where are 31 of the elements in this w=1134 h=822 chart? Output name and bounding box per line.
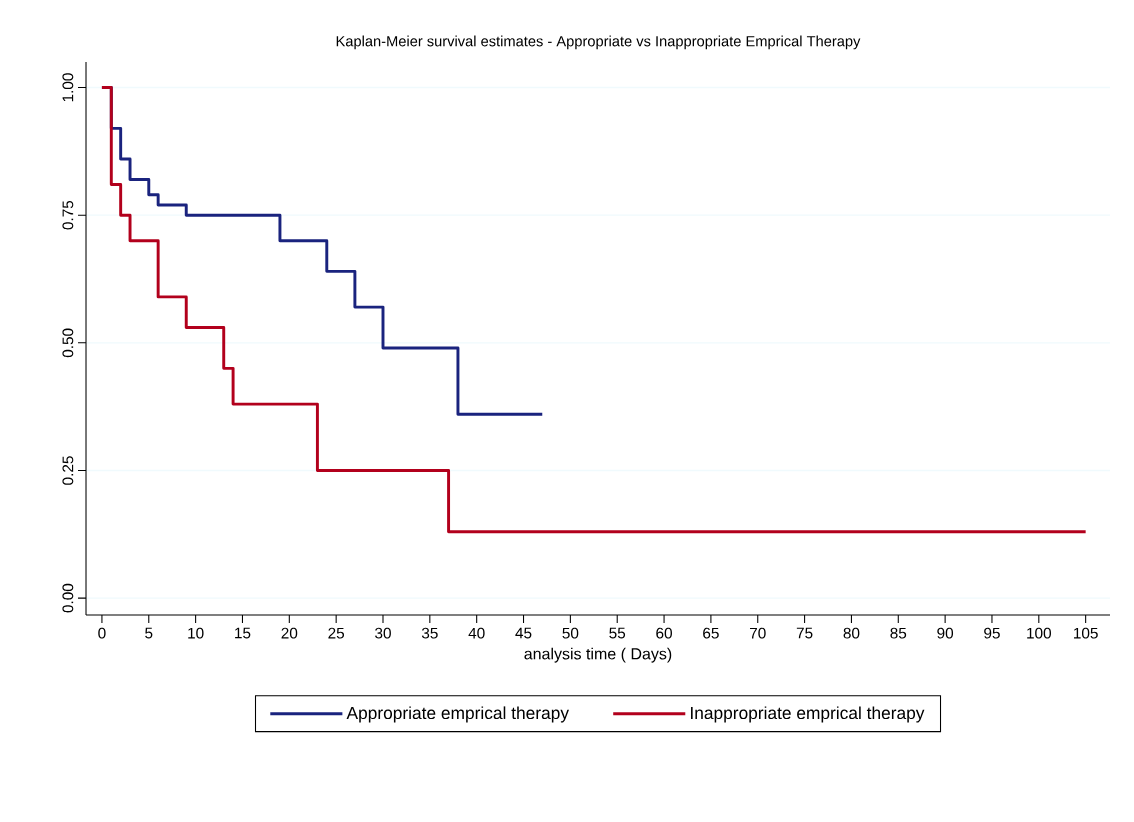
x-tick-label: 50 <box>562 627 579 639</box>
x-tick-label: 60 <box>656 627 672 639</box>
y-tick-label: 0.75 <box>62 200 74 230</box>
y-tick-label: 0.25 <box>62 456 74 485</box>
x-tick-label: 30 <box>375 627 391 639</box>
x-tick-label: 25 <box>328 627 345 639</box>
x-tick-label: 15 <box>235 627 251 639</box>
x-tick-label: 0 <box>98 627 106 639</box>
x-tick-label: 85 <box>890 627 907 639</box>
y-tick-label: 0.50 <box>62 328 74 358</box>
x-tick-label: 10 <box>188 627 204 639</box>
x-tick-label: 100 <box>1027 627 1051 639</box>
x-tick-label: 90 <box>937 627 954 639</box>
x-tick-label: 80 <box>843 627 860 639</box>
x-tick-label: 40 <box>468 627 485 639</box>
x-tick-label: 105 <box>1074 627 1098 639</box>
x-tick-label: 75 <box>796 627 813 639</box>
x-tick-label: 5 <box>145 627 153 639</box>
x-axis-title: analysis time ( Days) <box>524 647 672 663</box>
y-tick-label: 0.00 <box>62 583 74 613</box>
x-tick-label: 55 <box>609 627 626 639</box>
x-tick-label: 95 <box>984 627 1000 639</box>
x-tick-label: 20 <box>281 627 298 639</box>
x-tick-label: 70 <box>750 627 766 639</box>
x-tick-label: 65 <box>703 627 719 639</box>
x-tick-label: 35 <box>421 627 438 639</box>
y-tick-label: 1.00 <box>62 73 74 102</box>
legend-label: Appropriate emprical therapy <box>346 706 569 723</box>
chart-title: Kaplan-Meier survival estimates - Appropriate vs Inappropriate Emprical Therapy <box>336 35 861 50</box>
x-tick-label: 45 <box>515 627 532 639</box>
legend-label: Inappropriate emprical therapy <box>691 706 925 723</box>
